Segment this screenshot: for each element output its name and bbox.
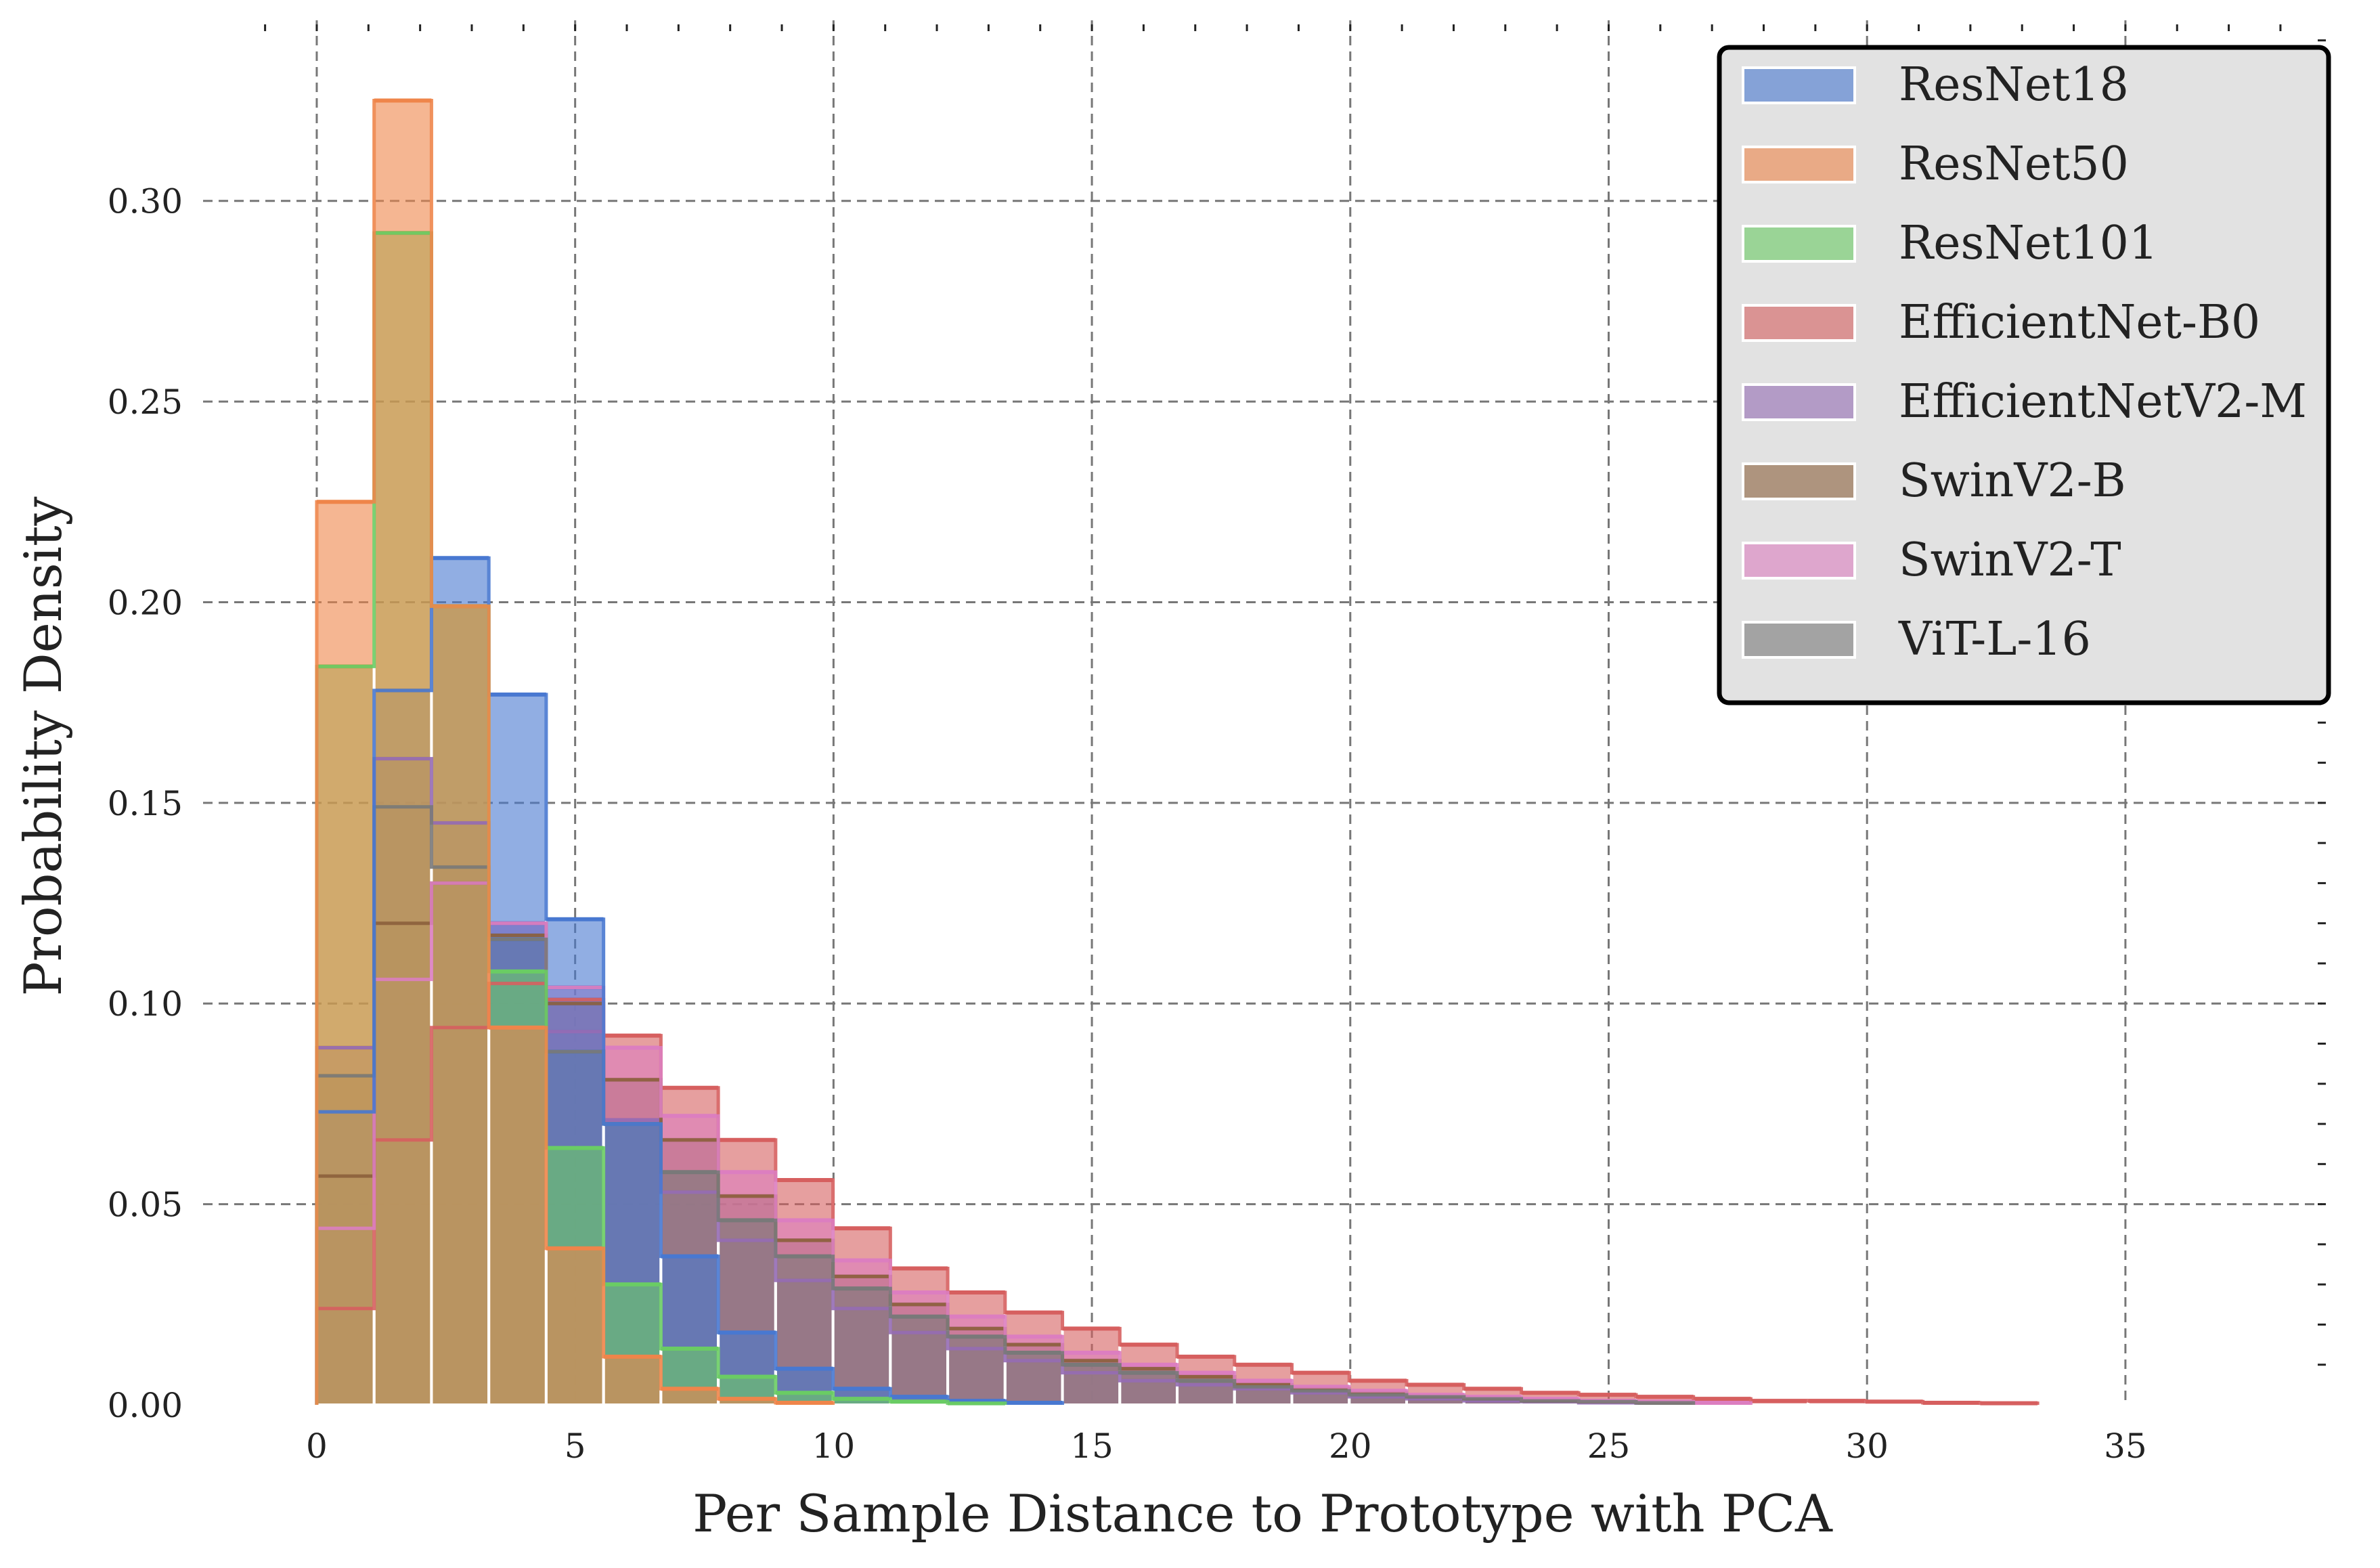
y-tick-label-3: 0.15	[108, 784, 183, 823]
legend-label-ViT-L-16: ViT-L-16	[1898, 613, 2091, 666]
y-tick-label-1: 0.05	[108, 1185, 183, 1225]
y-tick-label-2: 0.10	[108, 984, 183, 1024]
bar-ResNet50-3	[487, 1026, 548, 1407]
outline-ResNet50	[315, 99, 835, 1405]
legend-entry-ResNet18: ResNet18	[1742, 58, 2129, 112]
y-tick-label-4: 0.20	[108, 583, 183, 622]
legend-entry-ViT-L-16: ViT-L-16	[1742, 613, 2091, 666]
legend-swatch-ResNet50	[1742, 146, 1856, 183]
y-tick-label-6: 0.30	[108, 182, 183, 221]
x-tick-label-4: 20	[1329, 1427, 1372, 1466]
bar-ViT-L-16-14	[1118, 1371, 1179, 1406]
legend-entry-SwinV2-T: SwinV2-T	[1742, 533, 2121, 587]
legend-entry-ResNet101: ResNet101	[1742, 217, 2158, 270]
legend-swatch-ResNet18	[1742, 66, 1856, 104]
legend-label-ResNet18: ResNet18	[1899, 58, 2129, 112]
bar-ViT-L-16-13	[1061, 1363, 1122, 1406]
outline-ViT-L-16	[315, 805, 1696, 1405]
bar-ResNet50-1	[372, 99, 433, 1406]
legend-swatch-SwinV2-T	[1742, 542, 1856, 580]
y-axis-label: Probability Density	[13, 496, 73, 996]
y-tick-label-0: 0.00	[108, 1386, 183, 1425]
legend-swatch-SwinV2-B	[1742, 462, 1856, 500]
histogram-bars	[315, 98, 2040, 1407]
x-tick-label-6: 30	[1845, 1427, 1889, 1466]
series-ResNet50	[315, 98, 835, 1407]
bar-ResNet50-6	[659, 1387, 720, 1406]
x-tick-label-1: 5	[565, 1427, 586, 1466]
bar-ResNet50-0	[315, 500, 376, 1406]
x-tick-label-3: 15	[1070, 1427, 1114, 1466]
tick-labels: 0 5 10 15 20 25 30 35 0.00 0.05 0.10 0.15 0.20 0.25 0.…	[108, 182, 2147, 1466]
x-tick-label-7: 35	[2104, 1427, 2147, 1466]
bar-ResNet50-2	[430, 605, 491, 1406]
bar-ResNet50-4	[544, 1246, 605, 1406]
legend-entry-SwinV2-B: SwinV2-B	[1742, 454, 2126, 508]
bar-ViT-L-16-11	[946, 1335, 1007, 1407]
legend-label-SwinV2-B: SwinV2-B	[1899, 454, 2126, 508]
bar-ResNet50-5	[602, 1355, 663, 1406]
legend-label-EfficientNetV2-M: EfficientNetV2-M	[1899, 375, 2307, 429]
bar-ViT-L-16-10	[889, 1315, 950, 1407]
legend-box	[1717, 45, 2331, 705]
y-tick-label-5: 0.25	[108, 383, 183, 422]
legend-entry-ResNet50: ResNet50	[1742, 137, 2129, 191]
legend-label-ResNet101: ResNet101	[1899, 217, 2158, 270]
legend-label-ResNet50: ResNet50	[1899, 137, 2129, 191]
legend-swatch-ResNet101	[1742, 225, 1856, 263]
outline-ResNet18	[315, 556, 1065, 1405]
legend-entry-EfficientNet-B0: EfficientNet-B0	[1742, 296, 2260, 349]
legend-swatch-EfficientNetV2-M	[1742, 383, 1856, 421]
legend-swatch-ViT-L-16	[1742, 621, 1856, 659]
legend-entry-EfficientNetV2-M: EfficientNetV2-M	[1742, 375, 2307, 429]
x-tick-label-0: 0	[306, 1427, 328, 1466]
legend: ResNet18 ResNet50 ResNet101 EfficientNet-B0…	[1717, 45, 2331, 705]
x-axis-label: Per Sample Distance to Prototype with PC…	[692, 1483, 1833, 1544]
x-tick-label-2: 10	[812, 1427, 856, 1466]
legend-label-SwinV2-T: SwinV2-T	[1899, 533, 2121, 587]
legend-swatch-EfficientNet-B0	[1742, 304, 1856, 342]
legend-label-EfficientNet-B0: EfficientNet-B0	[1899, 296, 2260, 349]
x-tick-label-5: 25	[1587, 1427, 1631, 1466]
